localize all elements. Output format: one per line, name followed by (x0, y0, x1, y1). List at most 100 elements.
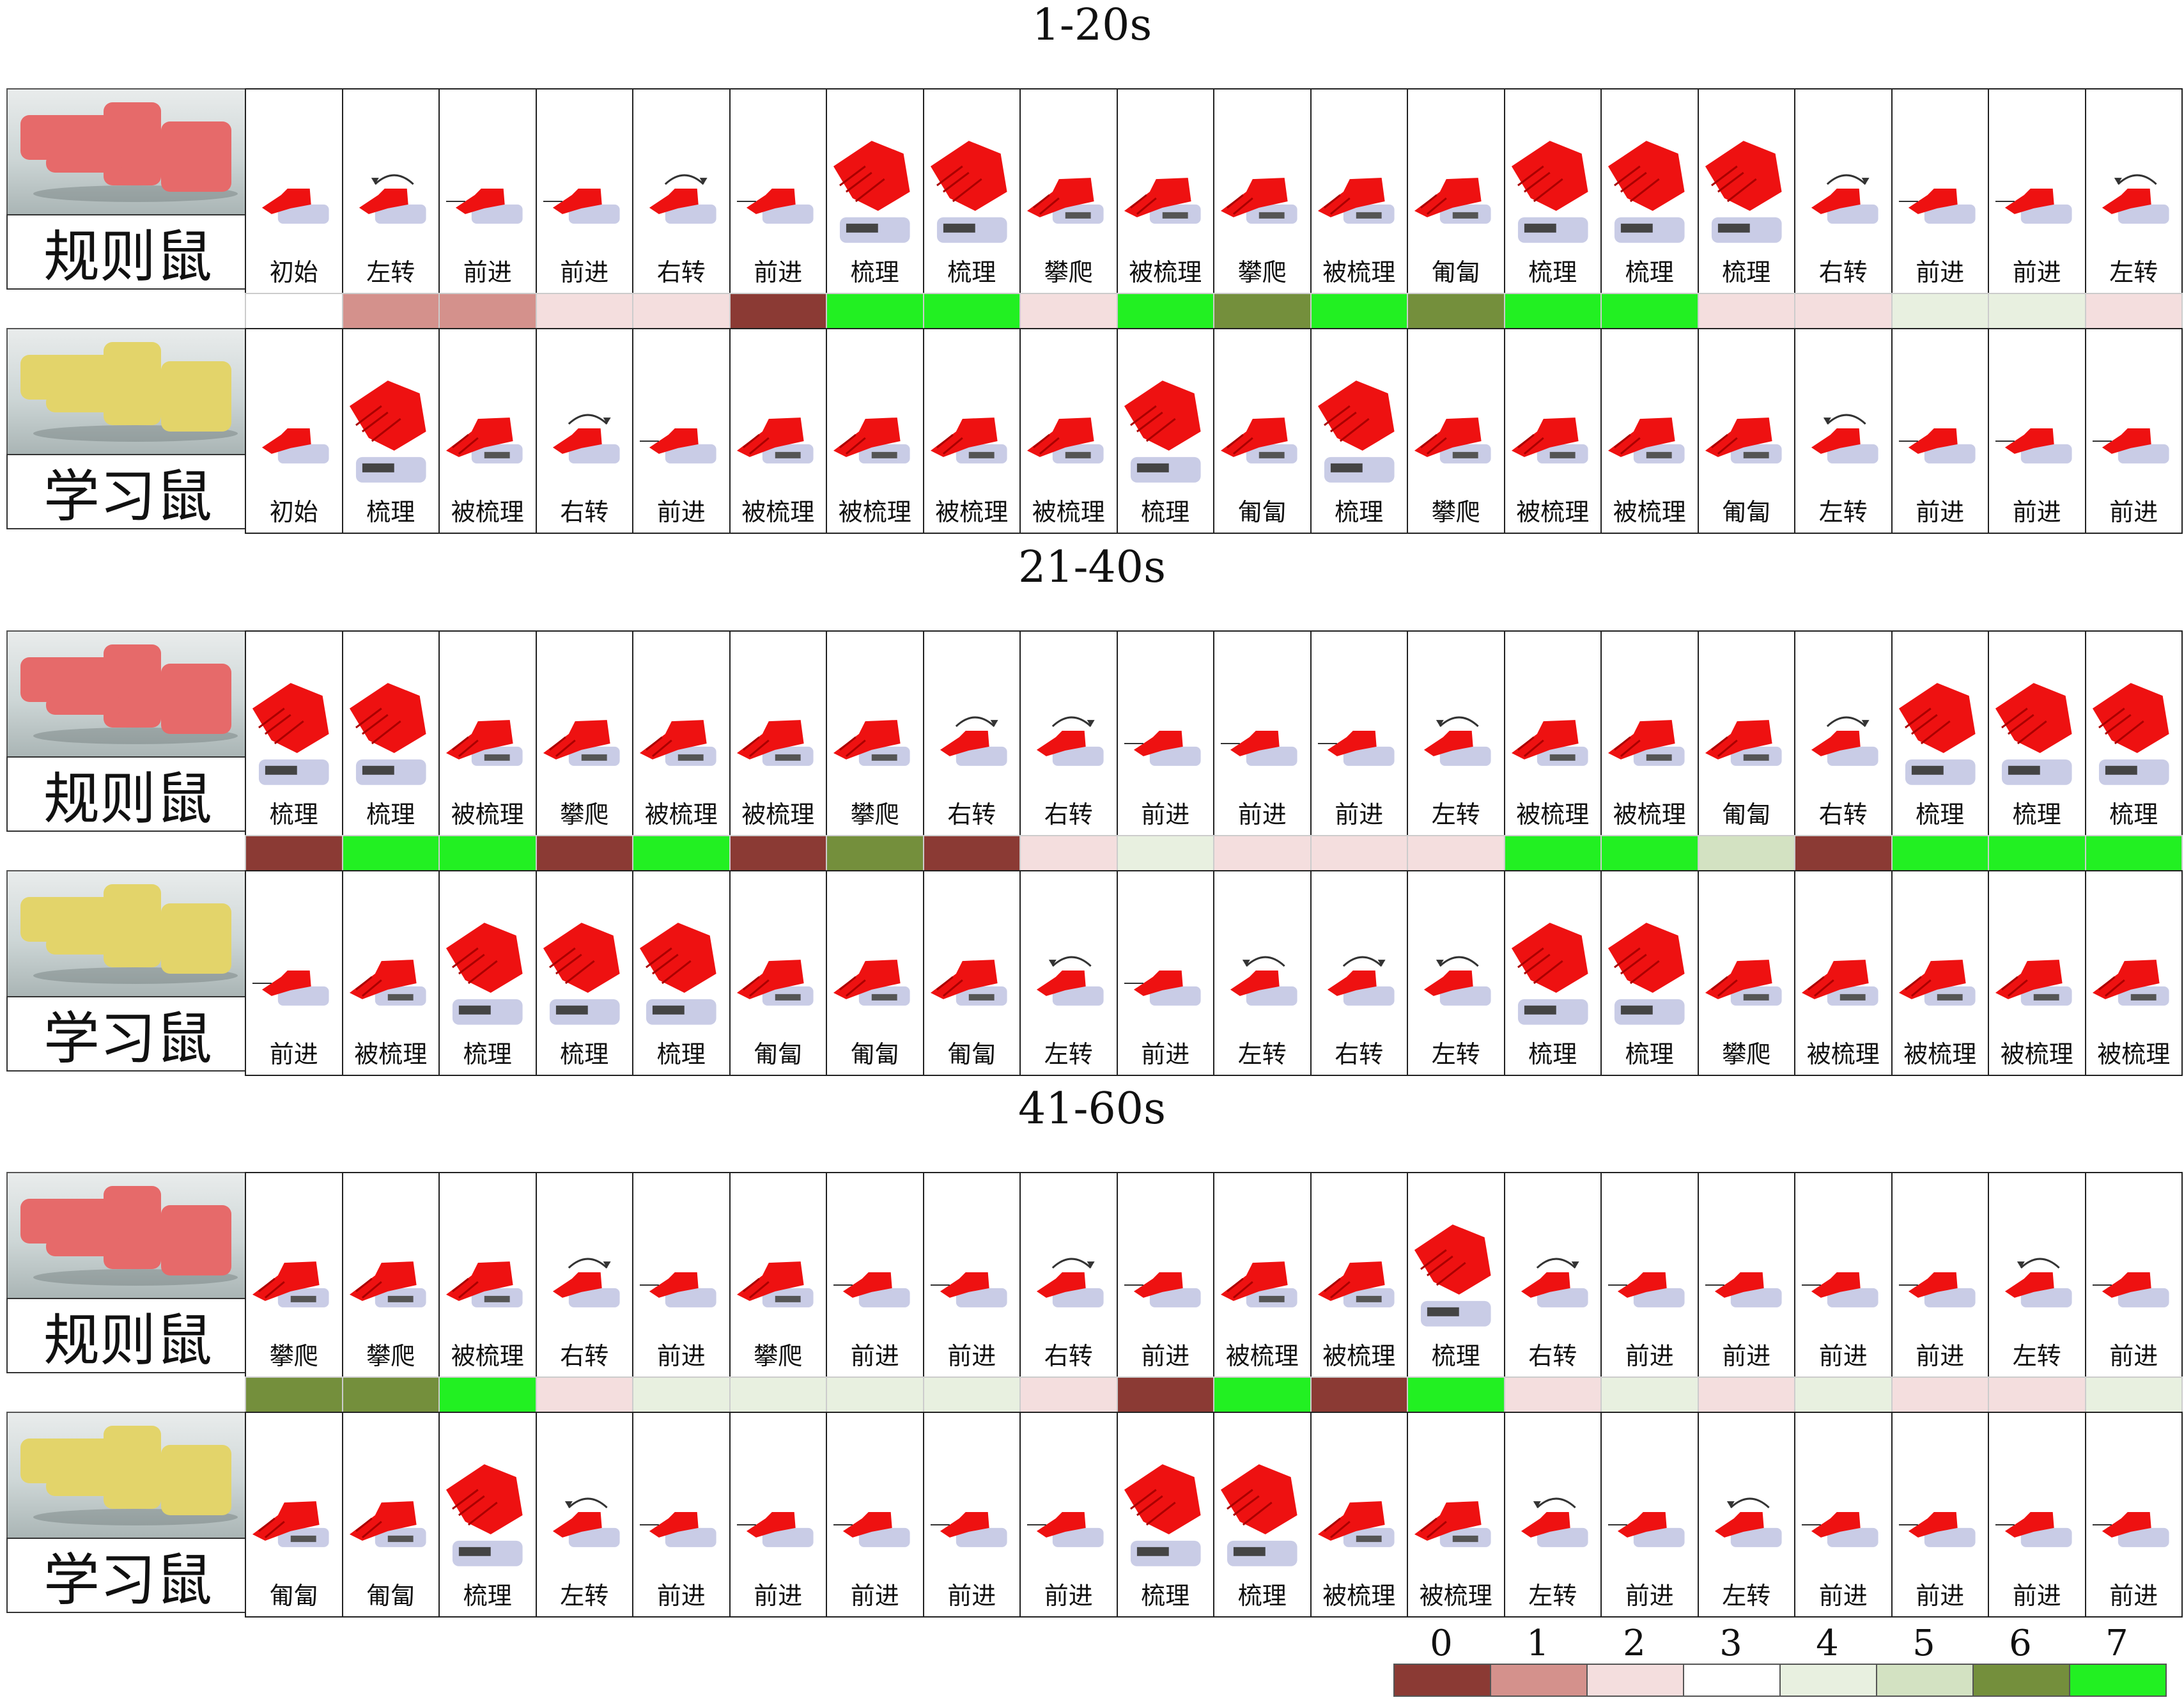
code-cell (1503, 293, 1602, 330)
action-cell: 被梳理 (438, 1172, 537, 1378)
action-label: 梳理 (560, 1040, 609, 1068)
mouse-pose-icon (252, 971, 329, 1006)
action-label: 前进 (1335, 800, 1384, 829)
action-label: 被梳理 (741, 800, 815, 829)
legend-label: 0 (1430, 1623, 1453, 1664)
code-cell (1310, 293, 1408, 330)
mouse-pose-icon (2092, 1272, 2169, 1307)
action-cell: 被梳理 (1407, 1412, 1505, 1618)
action-label: 右转 (560, 1342, 609, 1370)
action-label: 初始 (269, 498, 318, 526)
action-cell: 前进 (1891, 88, 1989, 294)
action-label: 前进 (269, 1040, 318, 1068)
action-label: 左转 (366, 258, 415, 286)
learn-mouse-label: 学习鼠 (6, 454, 249, 529)
action-label: 攀爬 (850, 800, 899, 829)
action-label: 前进 (2012, 258, 2061, 286)
action-cell: 被梳理 (1794, 870, 1893, 1076)
code-cell (1988, 293, 2086, 330)
action-cell: 前进 (1697, 1172, 1795, 1378)
action-label: 右转 (1818, 800, 1868, 829)
code-cell (826, 293, 924, 330)
action-cell: 左转 (1988, 1172, 2086, 1378)
action-label: 被梳理 (451, 800, 524, 829)
mouse-pose-icon (2092, 1512, 2169, 1547)
action-label: 被梳理 (1806, 1040, 1880, 1068)
mouse-pose-icon (445, 1261, 523, 1307)
action-cell: 右转 (1794, 88, 1893, 294)
mouse-pose-icon (1607, 720, 1685, 766)
legend-label: 2 (1623, 1623, 1646, 1664)
legend-swatch (1779, 1664, 1877, 1697)
action-cell: 被梳理 (1310, 88, 1408, 294)
action-cell: 被梳理 (632, 630, 731, 836)
code-cell (2084, 1376, 2183, 1414)
mouse-pose-icon (445, 720, 523, 766)
action-cell: 匍匐 (729, 870, 827, 1076)
action-cell: 梳理 (632, 870, 731, 1076)
action-label: 前进 (1141, 1040, 1190, 1068)
action-label: 梳理 (1625, 258, 1674, 286)
action-label: 被梳理 (1903, 1040, 1977, 1068)
learn-action-row: 前进 被梳理 梳理 梳理 梳理 匍匐 匍匐 匍匐 左转 前进 左转 右转 左转 梳理 梳理 攀爬 被梳理 被梳理被… (245, 870, 2183, 1076)
action-cell: 匍匐 (826, 870, 924, 1076)
mouse-pose-icon (1414, 1224, 1491, 1327)
action-cell: 攀爬 (1407, 328, 1505, 534)
mouse-pose-icon (1995, 960, 2072, 1006)
mouse-pose-icon (349, 683, 426, 785)
action-cell: 匍匐 (1697, 328, 1795, 534)
action-label: 初始 (269, 258, 318, 286)
match-code-strip (245, 1376, 2183, 1414)
mouse-pose-icon (349, 960, 426, 1006)
action-label: 攀爬 (754, 1342, 803, 1370)
mouse-pose-icon (639, 1512, 716, 1547)
legend-swatch (1683, 1664, 1781, 1697)
rule-mouse-avatar (6, 1172, 252, 1299)
mouse-pose-icon (1124, 380, 1201, 483)
mouse-pose-icon (1124, 178, 1201, 224)
action-label: 前进 (1044, 1582, 1093, 1610)
code-cell (1794, 293, 1893, 330)
action-label: 左转 (560, 1582, 609, 1610)
legend-swatch (1490, 1664, 1588, 1697)
action-cell: 右转 (922, 630, 1021, 836)
action-label: 被梳理 (1225, 1342, 1299, 1370)
action-cell: 被梳理 (1503, 328, 1602, 534)
action-cell: 右转 (1310, 870, 1408, 1076)
mouse-pose-icon (736, 1512, 814, 1547)
code-cell (1213, 1376, 1312, 1414)
mouse-pose-icon (833, 141, 910, 243)
action-cell: 梳理 (1600, 88, 1699, 294)
action-cell: 攀爬 (1019, 88, 1118, 294)
action-label: 右转 (1818, 258, 1868, 286)
action-label: 梳理 (366, 498, 415, 526)
action-label: 左转 (1818, 498, 1868, 526)
action-cell: 前进 (1310, 630, 1408, 836)
mouse-pose-icon (1607, 1272, 1685, 1307)
code-cell (1407, 835, 1505, 872)
action-cell: 右转 (535, 328, 633, 534)
action-cell: 前进 (1019, 1412, 1118, 1618)
action-label: 被梳理 (741, 498, 815, 526)
mouse-pose-icon (2092, 683, 2169, 785)
action-label: 被梳理 (1032, 498, 1105, 526)
action-label: 前进 (1818, 1342, 1868, 1370)
action-cell: 右转 (1019, 630, 1118, 836)
mouse-pose-icon (1811, 174, 1878, 224)
action-cell: 前进 (2084, 1412, 2183, 1618)
action-cell: 左转 (2084, 88, 2183, 294)
action-label: 匍匐 (1722, 800, 1771, 829)
rule-mouse-avatar (6, 630, 252, 758)
action-cell: 前进 (1600, 1412, 1699, 1618)
legend-swatch (1393, 1664, 1491, 1697)
action-cell: 梳理 (1697, 88, 1795, 294)
action-cell: 前进 (438, 88, 537, 294)
code-cell (245, 835, 343, 872)
rule-mouse-label: 规则鼠 (6, 756, 249, 832)
action-cell: 匍匐 (1697, 630, 1795, 836)
legend-label: 1 (1526, 1623, 1549, 1664)
action-label: 被梳理 (1613, 800, 1686, 829)
mouse-pose-icon (639, 720, 716, 766)
mouse-pose-icon (1220, 731, 1297, 766)
code-cell (1213, 293, 1312, 330)
